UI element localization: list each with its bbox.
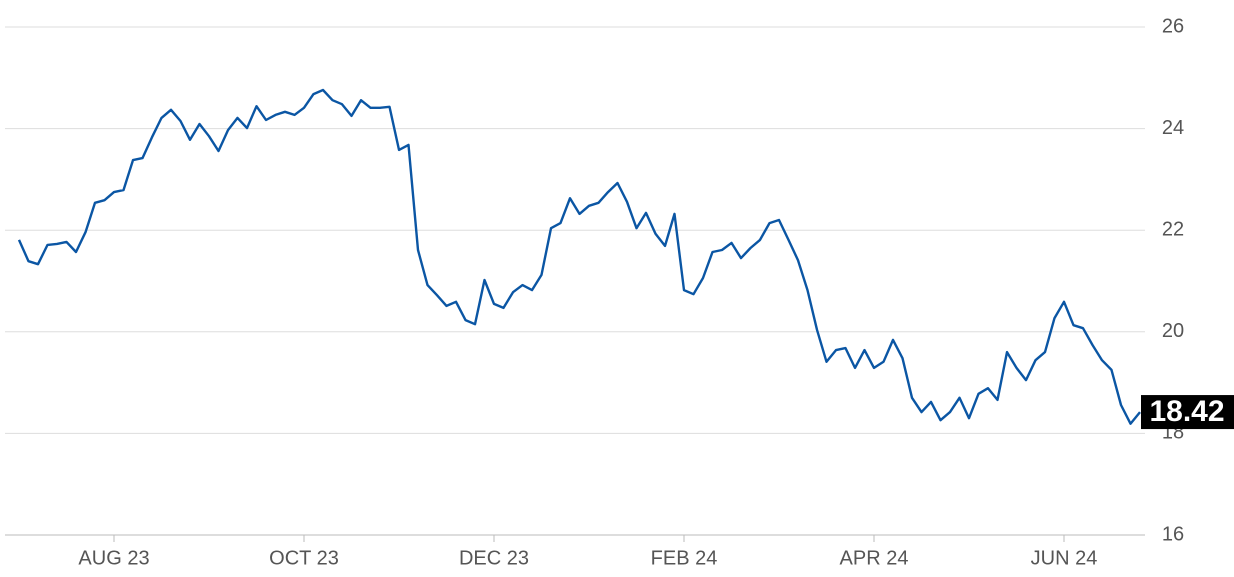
x-tick-label: AUG 23 xyxy=(78,547,149,569)
x-tick-label: FEB 24 xyxy=(651,547,718,569)
y-tick-label: 16 xyxy=(1162,523,1184,545)
x-tick-label: OCT 23 xyxy=(269,547,339,569)
y-tick-label: 22 xyxy=(1162,218,1184,240)
x-tick-label: DEC 23 xyxy=(459,547,529,569)
price-line xyxy=(17,88,1141,425)
x-tick-label: JUN 24 xyxy=(1031,547,1098,569)
y-tick-label: 26 xyxy=(1162,15,1184,37)
last-value-box xyxy=(1141,395,1234,430)
y-tick-label: 24 xyxy=(1162,117,1184,139)
x-tick-label: APR 24 xyxy=(840,547,909,569)
y-tick-label: 20 xyxy=(1162,320,1184,342)
last-value-label: 18.42 xyxy=(1149,395,1224,428)
